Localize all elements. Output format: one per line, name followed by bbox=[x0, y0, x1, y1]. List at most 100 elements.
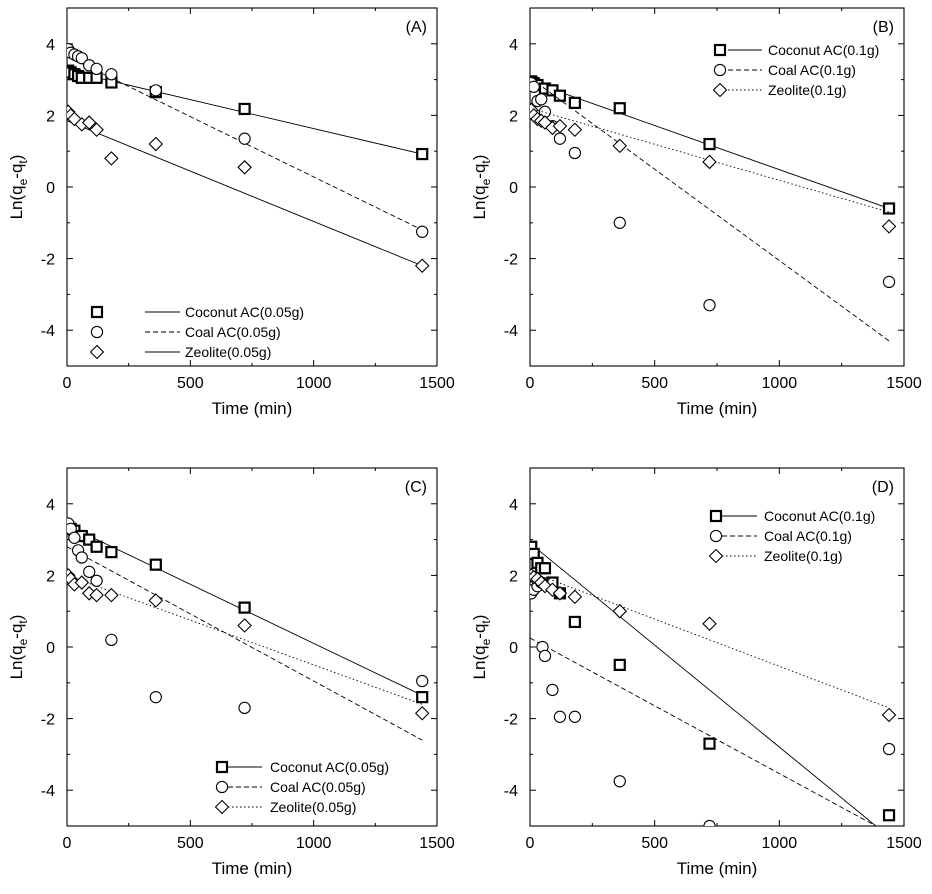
y-tick-label: -2 bbox=[504, 712, 518, 729]
x-axis-title: Time (min) bbox=[677, 859, 758, 878]
legend-marker bbox=[713, 43, 727, 57]
legend-label: Coal AC(0.1g) bbox=[764, 528, 852, 544]
series-2 bbox=[67, 517, 429, 741]
data-point bbox=[882, 809, 896, 822]
data-point bbox=[538, 649, 552, 663]
series-2 bbox=[530, 576, 896, 826]
y-tick-label: 4 bbox=[46, 37, 55, 54]
y-tick-label: -4 bbox=[504, 783, 518, 800]
data-point bbox=[546, 683, 559, 697]
data-point bbox=[613, 658, 626, 672]
x-tick-label: 500 bbox=[641, 835, 668, 852]
y-axis-title: Ln(qe-qt) bbox=[7, 155, 30, 220]
panel-label: (D) bbox=[872, 479, 894, 496]
series-1 bbox=[530, 540, 896, 826]
data-point bbox=[414, 258, 430, 274]
x-tick-label: 1000 bbox=[762, 375, 798, 392]
legend-label: Coconut AC(0.05g) bbox=[185, 304, 304, 320]
chart-panel-3: 0 500 1000 1500 -4 -2 0 2 4 Time (min) Ln(qe-qt) (C… bbox=[7, 467, 455, 878]
y-tick-label: -2 bbox=[41, 712, 55, 729]
series-3 bbox=[67, 104, 430, 274]
data-point bbox=[238, 601, 251, 614]
legend: Coconut AC(0.05g) Coal AC(0.05g) Zeolite(0… bbox=[214, 759, 389, 815]
y-axis-title: Ln(qe-qt) bbox=[470, 155, 493, 220]
chart-panel-2: 0 500 1000 1500 -4 -2 0 2 4 Time (min) Ln(qe-qt) (B… bbox=[470, 7, 922, 418]
legend: Coconut AC(0.05g) Coal AC(0.05g) Zeolite(0… bbox=[89, 304, 304, 360]
data-point bbox=[882, 742, 896, 756]
data-point bbox=[568, 146, 582, 160]
plot-area bbox=[67, 517, 430, 741]
chart-panel-4: 0 500 1000 1500 -4 -2 0 2 4 Time (min) Ln(qe-qt) (D… bbox=[470, 467, 922, 878]
y-tick-label: 0 bbox=[46, 640, 55, 657]
x-tick-label: 500 bbox=[177, 375, 204, 392]
series-3 bbox=[67, 568, 430, 721]
x-tick-label: 1000 bbox=[296, 375, 332, 392]
data-point bbox=[81, 115, 97, 130]
x-tick-label: 1000 bbox=[296, 835, 332, 852]
fit-line bbox=[67, 546, 423, 741]
legend-marker bbox=[215, 780, 229, 794]
data-point bbox=[105, 633, 118, 646]
fit-line bbox=[530, 637, 877, 826]
data-point bbox=[238, 102, 251, 116]
legend-marker bbox=[90, 325, 104, 339]
y-tick-label: 0 bbox=[509, 180, 518, 197]
data-point bbox=[90, 62, 103, 76]
series-3 bbox=[530, 568, 897, 723]
data-point bbox=[553, 132, 567, 145]
series-1 bbox=[67, 520, 429, 704]
data-point bbox=[74, 575, 90, 590]
data-point bbox=[238, 132, 251, 145]
y-tick-label: -2 bbox=[41, 252, 55, 269]
legend-label: Zeolite(0.05g) bbox=[270, 799, 356, 815]
legend-label: Coconut AC(0.1g) bbox=[768, 42, 879, 58]
y-tick-label: 0 bbox=[509, 640, 518, 657]
data-point bbox=[90, 540, 103, 553]
panel-label: (A) bbox=[406, 19, 427, 36]
data-point bbox=[75, 551, 88, 564]
data-point bbox=[881, 219, 897, 234]
data-point bbox=[104, 587, 119, 603]
data-point bbox=[105, 68, 118, 81]
legend-label: Zeolite(0.1g) bbox=[764, 548, 843, 564]
x-tick-label: 1500 bbox=[419, 375, 455, 392]
data-point bbox=[567, 122, 583, 137]
x-tick-label: 0 bbox=[526, 375, 535, 392]
y-tick-label: 2 bbox=[46, 108, 55, 125]
data-point bbox=[83, 565, 96, 578]
data-point bbox=[703, 298, 716, 312]
legend-marker bbox=[712, 82, 728, 98]
data-point bbox=[148, 136, 164, 152]
plot-area bbox=[530, 75, 897, 342]
x-tick-label: 1500 bbox=[419, 835, 455, 852]
data-point bbox=[553, 89, 567, 102]
data-point bbox=[416, 225, 429, 238]
series-2 bbox=[67, 43, 429, 238]
legend-marker bbox=[214, 799, 230, 815]
data-point bbox=[882, 202, 896, 215]
y-tick-label: 2 bbox=[46, 568, 55, 585]
data-point bbox=[613, 102, 626, 115]
data-point bbox=[105, 546, 118, 559]
data-point bbox=[237, 618, 252, 633]
plot-area bbox=[67, 43, 430, 274]
data-point bbox=[416, 147, 429, 161]
data-point bbox=[149, 84, 162, 97]
y-tick-label: 4 bbox=[46, 497, 55, 514]
panel-label: (B) bbox=[873, 19, 894, 36]
series-2 bbox=[530, 77, 896, 342]
data-point bbox=[703, 137, 716, 151]
legend-marker bbox=[709, 529, 723, 543]
data-point bbox=[613, 216, 626, 229]
data-point bbox=[702, 616, 717, 632]
data-point bbox=[703, 737, 716, 750]
data-point bbox=[149, 690, 162, 704]
fit-line bbox=[67, 120, 423, 267]
x-axis-title: Time (min) bbox=[212, 399, 293, 418]
fit-line bbox=[67, 55, 423, 231]
x-tick-label: 500 bbox=[177, 835, 204, 852]
data-point bbox=[149, 558, 162, 571]
data-point bbox=[83, 533, 96, 546]
data-point bbox=[552, 118, 568, 134]
data-point bbox=[148, 593, 164, 608]
